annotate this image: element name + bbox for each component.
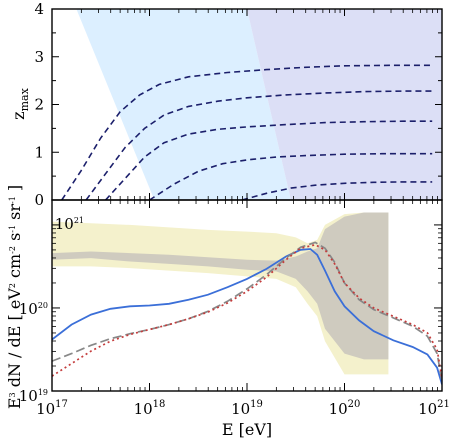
spectrum-curve-dashed [52, 241, 442, 382]
spectrum-curves [52, 241, 442, 385]
top-ytick-label-2: 2 [34, 96, 44, 114]
shaded-region-1 [247, 9, 442, 200]
zmax-curve-2 [105, 120, 433, 200]
bottom-ylabel: E3 dN / dE [ eV2 cm-2 s-1 sr-1 ] [5, 185, 24, 409]
bot-xtick-label-1: 1018 [134, 399, 166, 418]
bottom-plot-frame [51, 199, 443, 392]
error-band-1 [52, 212, 389, 360]
bottom-panel: 1017 1018 1019 1020 1021 1019 1020 1021 E3 dN /… [5, 9, 450, 439]
zmax-curve-1 [85, 90, 433, 200]
top-ytick-label-4: 4 [34, 0, 44, 18]
top-ytick-label-3: 3 [34, 48, 44, 66]
bottom-xlabel: E [eV] [222, 420, 272, 439]
zmax-curve-0 [61, 64, 433, 200]
error-bands [52, 212, 389, 375]
bot-xtick-label-4: 1021 [418, 399, 450, 418]
bot-ytick-label-0: 1019 [19, 387, 48, 405]
zmax-curves [61, 64, 433, 200]
shaded-regions [76, 9, 442, 200]
bottom-axis-ticks: 1017 1018 1019 1020 1021 1019 1020 1021 [19, 9, 450, 418]
bot-xtick-label-0: 1017 [36, 399, 68, 418]
top-ytick-label-0: 0 [34, 191, 44, 209]
top-ytick-label-1: 1 [34, 143, 44, 161]
bot-xtick-label-3: 1020 [329, 399, 361, 418]
bot-ytick-label-2: 1021 [55, 215, 84, 233]
top-panel: 0 1 2 3 4 zmax [9, 0, 443, 209]
bot-xtick-label-2: 1019 [231, 399, 263, 418]
top-ylabel: zmax [9, 87, 31, 119]
shaded-region-0 [76, 9, 291, 200]
bot-ytick-label-1: 1020 [19, 300, 48, 318]
